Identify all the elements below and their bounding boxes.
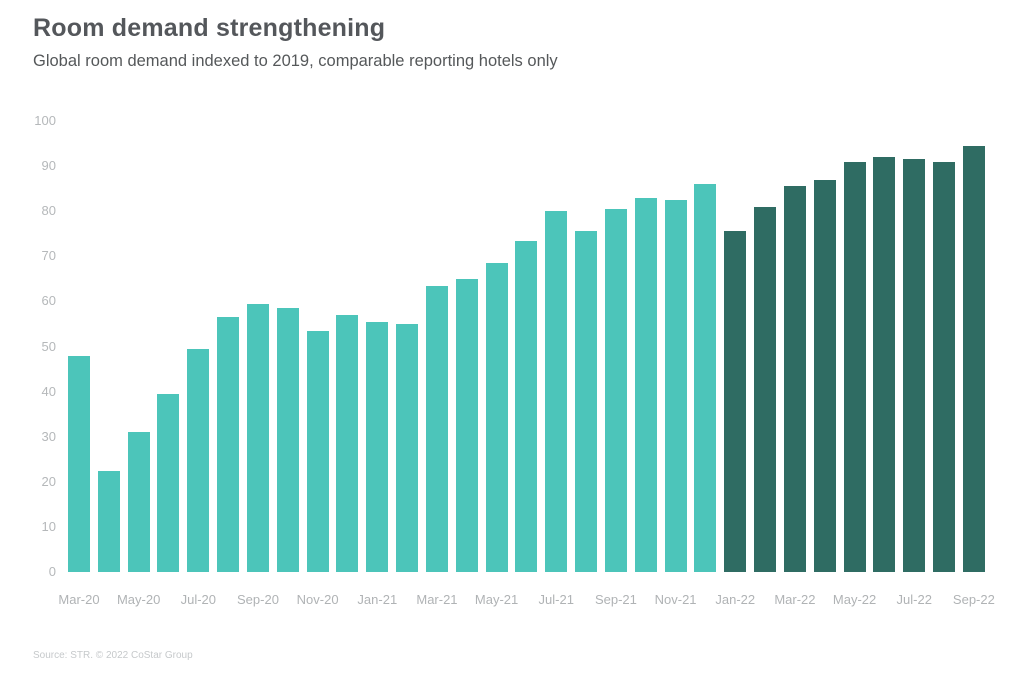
bar-Jun-20	[157, 393, 180, 572]
source-attribution: Source: STR. © 2022 CoStar Group	[33, 650, 193, 661]
bar-Jul-21	[545, 211, 568, 572]
bar-Apr-22	[813, 179, 836, 572]
x-axis-tick-label-Nov-20: Nov-20	[296, 592, 339, 607]
bar-Dec-21	[694, 184, 717, 572]
bar-Jun-22	[873, 157, 896, 572]
y-axis-tick-label-70: 70	[41, 248, 56, 264]
bar-Aug-21	[575, 231, 598, 572]
bar-Jan-22	[724, 231, 747, 572]
bar-May-20	[127, 432, 150, 572]
bar-Feb-21	[396, 323, 419, 572]
x-axis-tick-label-Sep-22: Sep-22	[952, 592, 995, 607]
y-axis-tick-label-90: 90	[41, 158, 56, 174]
bar-Sep-22	[962, 145, 985, 572]
x-axis-tick-label-May-20: May-20	[116, 592, 161, 607]
bar-Feb-22	[754, 206, 777, 572]
x-axis-tick-label-Nov-21: Nov-21	[654, 592, 697, 607]
bar-Aug-20	[217, 317, 240, 572]
y-axis-tick-label-0: 0	[48, 564, 56, 579]
y-axis-tick-label-20: 20	[41, 473, 56, 489]
y-axis-tick-label-40: 40	[41, 383, 56, 399]
y-axis-tick-label-60: 60	[41, 293, 56, 309]
y-axis-tick-label-30: 30	[41, 428, 56, 444]
x-axis-tick-label-Mar-21: Mar-21	[416, 592, 458, 607]
x-axis-tick-label-Jul-22: Jul-22	[896, 592, 932, 607]
bar-Apr-21	[455, 278, 478, 572]
bar-Mar-20	[68, 355, 90, 572]
bar-Sep-21	[604, 208, 627, 572]
x-axis-tick-label-Sep-21: Sep-21	[594, 592, 637, 607]
y-axis-tick-label-50: 50	[41, 338, 56, 354]
bar-Mar-21	[425, 285, 448, 572]
bar-Nov-21	[664, 199, 687, 572]
bar-May-21	[485, 263, 508, 572]
x-axis-tick-label-Jan-22: Jan-22	[715, 592, 756, 607]
bar-May-22	[843, 161, 866, 572]
bar-Nov-20	[306, 330, 329, 572]
bar-Jan-21	[366, 321, 389, 572]
bar-Jun-21	[515, 240, 538, 572]
x-axis-tick-label-May-22: May-22	[832, 592, 877, 607]
x-axis-tick-label-Jan-21: Jan-21	[357, 592, 398, 607]
bar-Dec-20	[336, 314, 359, 572]
y-axis-tick-label-100: 100	[34, 113, 56, 128]
bar-Aug-22	[933, 161, 956, 572]
bar-Jul-22	[903, 159, 926, 572]
bar-Apr-20	[97, 470, 120, 572]
y-axis-tick-label-80: 80	[41, 203, 56, 219]
bar-Mar-22	[783, 186, 806, 572]
x-axis-tick-label-Jul-20: Jul-20	[180, 592, 217, 607]
bar-Jul-20	[187, 348, 210, 572]
x-axis-tick-label-Jul-21: Jul-21	[538, 592, 574, 607]
x-axis-tick-label-May-21: May-21	[474, 592, 519, 607]
bar-Sep-20	[246, 303, 269, 572]
chart-title: Room demand strengthening	[33, 14, 386, 42]
x-axis-tick-label-Sep-20: Sep-20	[237, 592, 279, 607]
chart-subtitle: Global room demand indexed to 2019, comp…	[33, 52, 558, 70]
bar-Oct-21	[634, 197, 657, 572]
x-axis-tick-label-Mar-20: Mar-20	[58, 592, 100, 607]
bar-Oct-20	[276, 308, 299, 572]
y-axis-tick-label-10: 10	[41, 518, 56, 534]
x-axis-tick-label-Mar-22: Mar-22	[774, 592, 816, 607]
